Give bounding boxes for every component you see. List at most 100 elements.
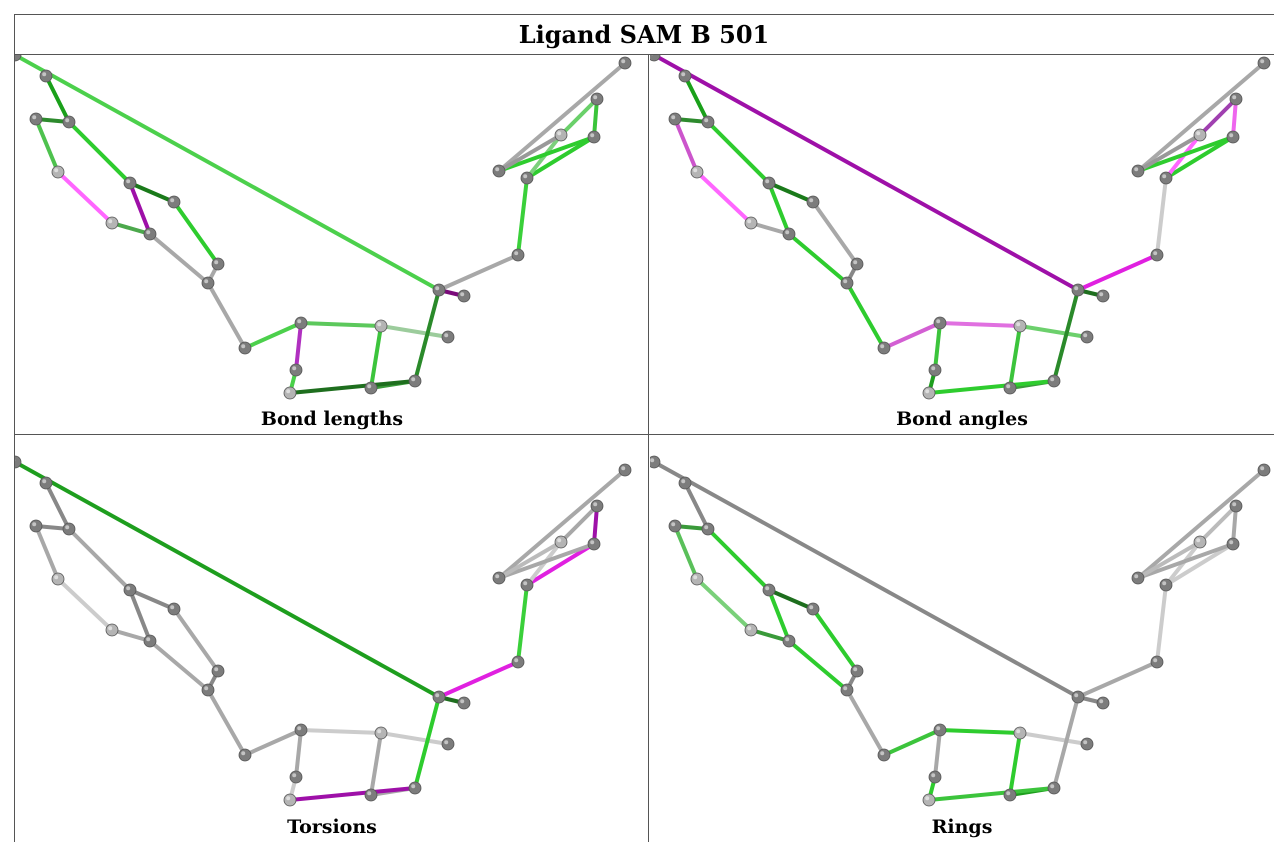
- atom-highlight-13: [377, 322, 382, 327]
- atom-highlight-1: [704, 118, 709, 123]
- atom-12: [294, 723, 308, 737]
- atom-1: [62, 522, 76, 536]
- bond-4-6: [695, 577, 753, 632]
- atom-highlight-17: [1050, 784, 1055, 789]
- atom-13: [1013, 726, 1027, 740]
- atom-23: [520, 171, 534, 185]
- atom-highlight-24: [1229, 133, 1234, 138]
- bond-9-11: [845, 281, 886, 350]
- atom-highlight-0: [42, 479, 47, 484]
- atom-18: [441, 737, 455, 751]
- atom-6: [744, 216, 758, 230]
- atom-highlight-18: [1083, 740, 1088, 745]
- atom-25: [1229, 92, 1243, 106]
- atom-28: [1257, 463, 1271, 477]
- atom-19: [1071, 283, 1085, 297]
- bond-6-7: [110, 628, 152, 643]
- atom-18: [1080, 330, 1094, 344]
- atom-highlight-20: [1099, 292, 1104, 297]
- atom-highlight-22: [1153, 251, 1158, 256]
- bond-3-7: [128, 588, 152, 643]
- atom-highlight-26: [557, 538, 562, 543]
- atom-16: [1003, 788, 1017, 802]
- atom-highlight-7: [785, 637, 790, 642]
- atom-25: [590, 92, 604, 106]
- molecule-bond-lengths: [15, 55, 632, 400]
- bond-19-22: [1076, 253, 1159, 292]
- bond-27-28: [497, 468, 627, 580]
- atom-10: [211, 664, 225, 678]
- bond-0-1: [683, 481, 710, 531]
- atom-13: [374, 319, 388, 333]
- atom-highlight-7: [146, 230, 151, 235]
- atom-1: [701, 522, 715, 536]
- bond-19-21: [652, 460, 1080, 699]
- atom-0: [39, 476, 53, 490]
- atom-28: [618, 56, 632, 70]
- atom-highlight-26: [557, 131, 562, 136]
- atom-highlight-13: [1016, 322, 1021, 327]
- atom-14: [928, 363, 942, 377]
- atom-highlight-23: [523, 581, 528, 586]
- atom-highlight-15: [925, 389, 930, 394]
- bond-6-7: [749, 221, 791, 236]
- atom-highlight-14: [292, 366, 297, 371]
- atom-14: [289, 363, 303, 377]
- panel-torsions: Torsions: [15, 435, 649, 842]
- atom-highlight-26: [1196, 131, 1201, 136]
- bond-1-3: [706, 527, 771, 592]
- bond-22-23: [1155, 583, 1168, 664]
- atom-highlight-7: [146, 637, 151, 642]
- atom-11: [877, 341, 891, 355]
- atom-highlight-15: [925, 796, 930, 801]
- bond-6-7: [749, 628, 791, 643]
- atom-23: [1159, 171, 1173, 185]
- bond-5-10: [811, 200, 859, 266]
- bond-15-17: [927, 786, 1056, 802]
- atom-28: [1257, 56, 1271, 70]
- atom-5: [167, 195, 181, 209]
- atom-10: [211, 257, 225, 271]
- atom-highlight-13: [1016, 729, 1021, 734]
- bond-11-12: [882, 728, 942, 757]
- figure-title: Ligand SAM B 501: [518, 19, 770, 49]
- atom-17: [1047, 781, 1061, 795]
- atom-15: [283, 793, 297, 807]
- bond-12-13: [938, 728, 1022, 735]
- bond-24-27: [1136, 542, 1235, 580]
- atom-21: [650, 55, 661, 62]
- atom-0: [678, 476, 692, 490]
- atom-highlight-22: [514, 658, 519, 663]
- bond-22-23: [516, 176, 529, 257]
- atom-highlight-0: [42, 72, 47, 77]
- atom-highlight-9: [843, 686, 848, 691]
- atom-11: [238, 748, 252, 762]
- bond-27-28: [497, 61, 627, 173]
- bond-3-5: [128, 588, 176, 611]
- atom-highlight-2: [671, 115, 676, 120]
- atom-highlight-4: [54, 575, 59, 580]
- atom-highlight-18: [444, 740, 449, 745]
- atom-highlight-25: [593, 95, 598, 100]
- atom-23: [1159, 578, 1173, 592]
- atom-26: [1193, 128, 1207, 142]
- bond-15-17: [288, 786, 417, 802]
- bond-23-24: [1164, 135, 1235, 180]
- atom-20: [457, 696, 471, 710]
- bond-11-12: [243, 728, 303, 757]
- atom-highlight-19: [435, 693, 440, 698]
- atom-highlight-15: [286, 796, 291, 801]
- atom-24: [587, 537, 601, 551]
- atom-highlight-28: [1260, 466, 1265, 471]
- atom-highlight-1: [704, 525, 709, 530]
- atom-20: [1096, 696, 1110, 710]
- atom-highlight-24: [590, 133, 595, 138]
- atom-highlight-25: [593, 502, 598, 507]
- atom-16: [1003, 381, 1017, 395]
- atom-highlight-26: [1196, 538, 1201, 543]
- atom-7: [143, 227, 157, 241]
- bond-7-9: [148, 639, 210, 692]
- bond-5-10: [811, 607, 859, 673]
- atom-7: [143, 634, 157, 648]
- atom-19: [432, 283, 446, 297]
